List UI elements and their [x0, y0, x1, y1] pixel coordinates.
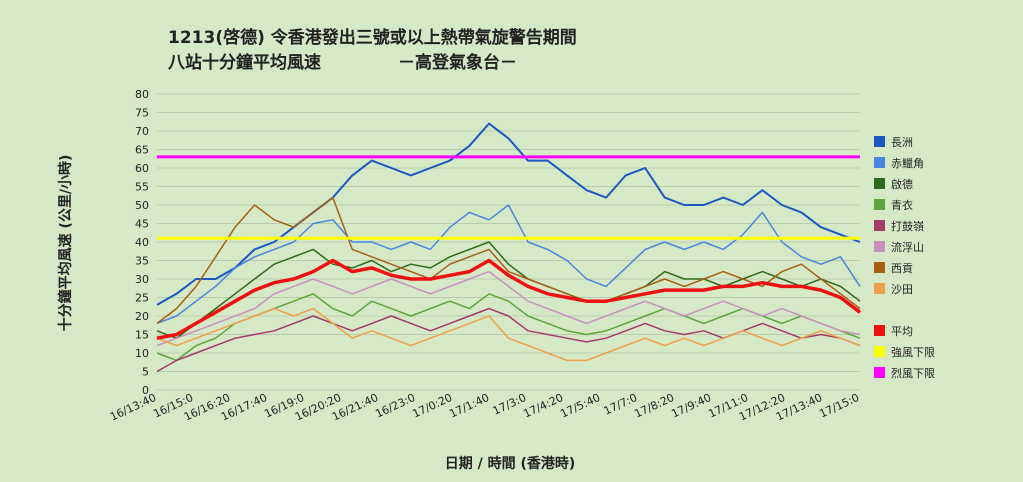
x-tick-label: 17/15:0: [817, 391, 861, 421]
series-line: [156, 270, 861, 347]
series-line: [156, 122, 861, 306]
y-tick-label: 35: [135, 255, 149, 268]
y-tick-label: 25: [135, 292, 149, 305]
legend-label: 啟德: [891, 177, 913, 191]
legend-label: 流浮山: [891, 240, 924, 254]
y-tick-label: 40: [135, 236, 149, 249]
legend-label: 沙田: [891, 283, 913, 296]
legend-swatch: [874, 262, 885, 273]
y-tick-label: 15: [135, 329, 149, 342]
legend-swatch: [874, 346, 885, 357]
x-tick-label: 17/5:40: [558, 391, 602, 421]
y-tick-label: 10: [135, 347, 149, 360]
y-tick-label: 70: [135, 125, 149, 138]
legend-label: 強風下限: [891, 346, 935, 359]
x-tick-label: 17/0:20: [410, 391, 454, 421]
x-tick-label: 16/23:0: [373, 391, 417, 421]
y-axis-ticks: 0 5 10 15 20 25 30 35 40 45 50 55 60 65 70 75 80: [135, 88, 149, 397]
y-tick-label: 80: [135, 88, 149, 101]
series-line: [156, 241, 861, 339]
y-tick-label: 20: [135, 310, 149, 323]
y-tick-label: 60: [135, 162, 149, 175]
legend-label: 打鼓嶺: [891, 219, 924, 233]
series-lines: [156, 122, 862, 373]
legend-swatch: [874, 325, 885, 336]
y-tick-label: 55: [135, 181, 149, 194]
legend-label: 西貢: [891, 262, 913, 275]
series-line: [156, 196, 861, 324]
legend-swatch: [874, 136, 885, 147]
legend-label: 平均: [891, 325, 913, 338]
legend-swatch: [874, 157, 885, 168]
legend-label: 長洲: [891, 136, 913, 149]
x-axis-ticks: 16/13:4016/15:016/16:2016/17:4016/19:016…: [108, 391, 861, 424]
x-tick-label: 17/8:20: [632, 391, 676, 421]
legend-swatch: [874, 220, 885, 231]
y-tick-label: 45: [135, 218, 149, 231]
legend-swatch: [874, 178, 885, 189]
y-tick-label: 75: [135, 107, 149, 120]
x-tick-label: 17/4:20: [521, 391, 565, 421]
grid-lines: [157, 93, 860, 391]
y-tick-label: 50: [135, 199, 149, 212]
series-line: [156, 258, 862, 340]
legend-swatch: [874, 199, 885, 210]
legend-swatch: [874, 241, 885, 252]
chart-title-source: －高登氣象台－: [398, 52, 517, 73]
x-axis-title: 日期 / 時間 (香港時): [445, 455, 576, 472]
chart-title-line1: 1213(啓德) 令香港發出三號或以上熱帶氣旋警告期間: [168, 27, 577, 48]
y-tick-label: 5: [142, 366, 149, 379]
legend-label: 赤鱲角: [891, 157, 924, 170]
series-line: [156, 204, 861, 325]
y-tick-label: 65: [135, 144, 149, 157]
y-axis-title: 十分鐘平均風速 (公里/小時): [57, 155, 74, 332]
legend-swatch: [874, 367, 885, 378]
chart-title-line2: 八站十分鐘平均風速: [168, 52, 321, 73]
x-tick-label: 16/13:40: [108, 391, 158, 424]
series-line: [156, 307, 861, 373]
legend-swatch: [874, 283, 885, 294]
x-tick-label: 17/1:40: [447, 391, 491, 421]
legend-label: 青衣: [891, 198, 913, 212]
series-line: [156, 307, 861, 362]
y-tick-label: 0: [142, 384, 149, 397]
y-tick-label: 30: [135, 273, 149, 286]
legend-label: 烈風下限: [891, 366, 935, 380]
x-tick-label: 17/9:40: [669, 391, 713, 421]
